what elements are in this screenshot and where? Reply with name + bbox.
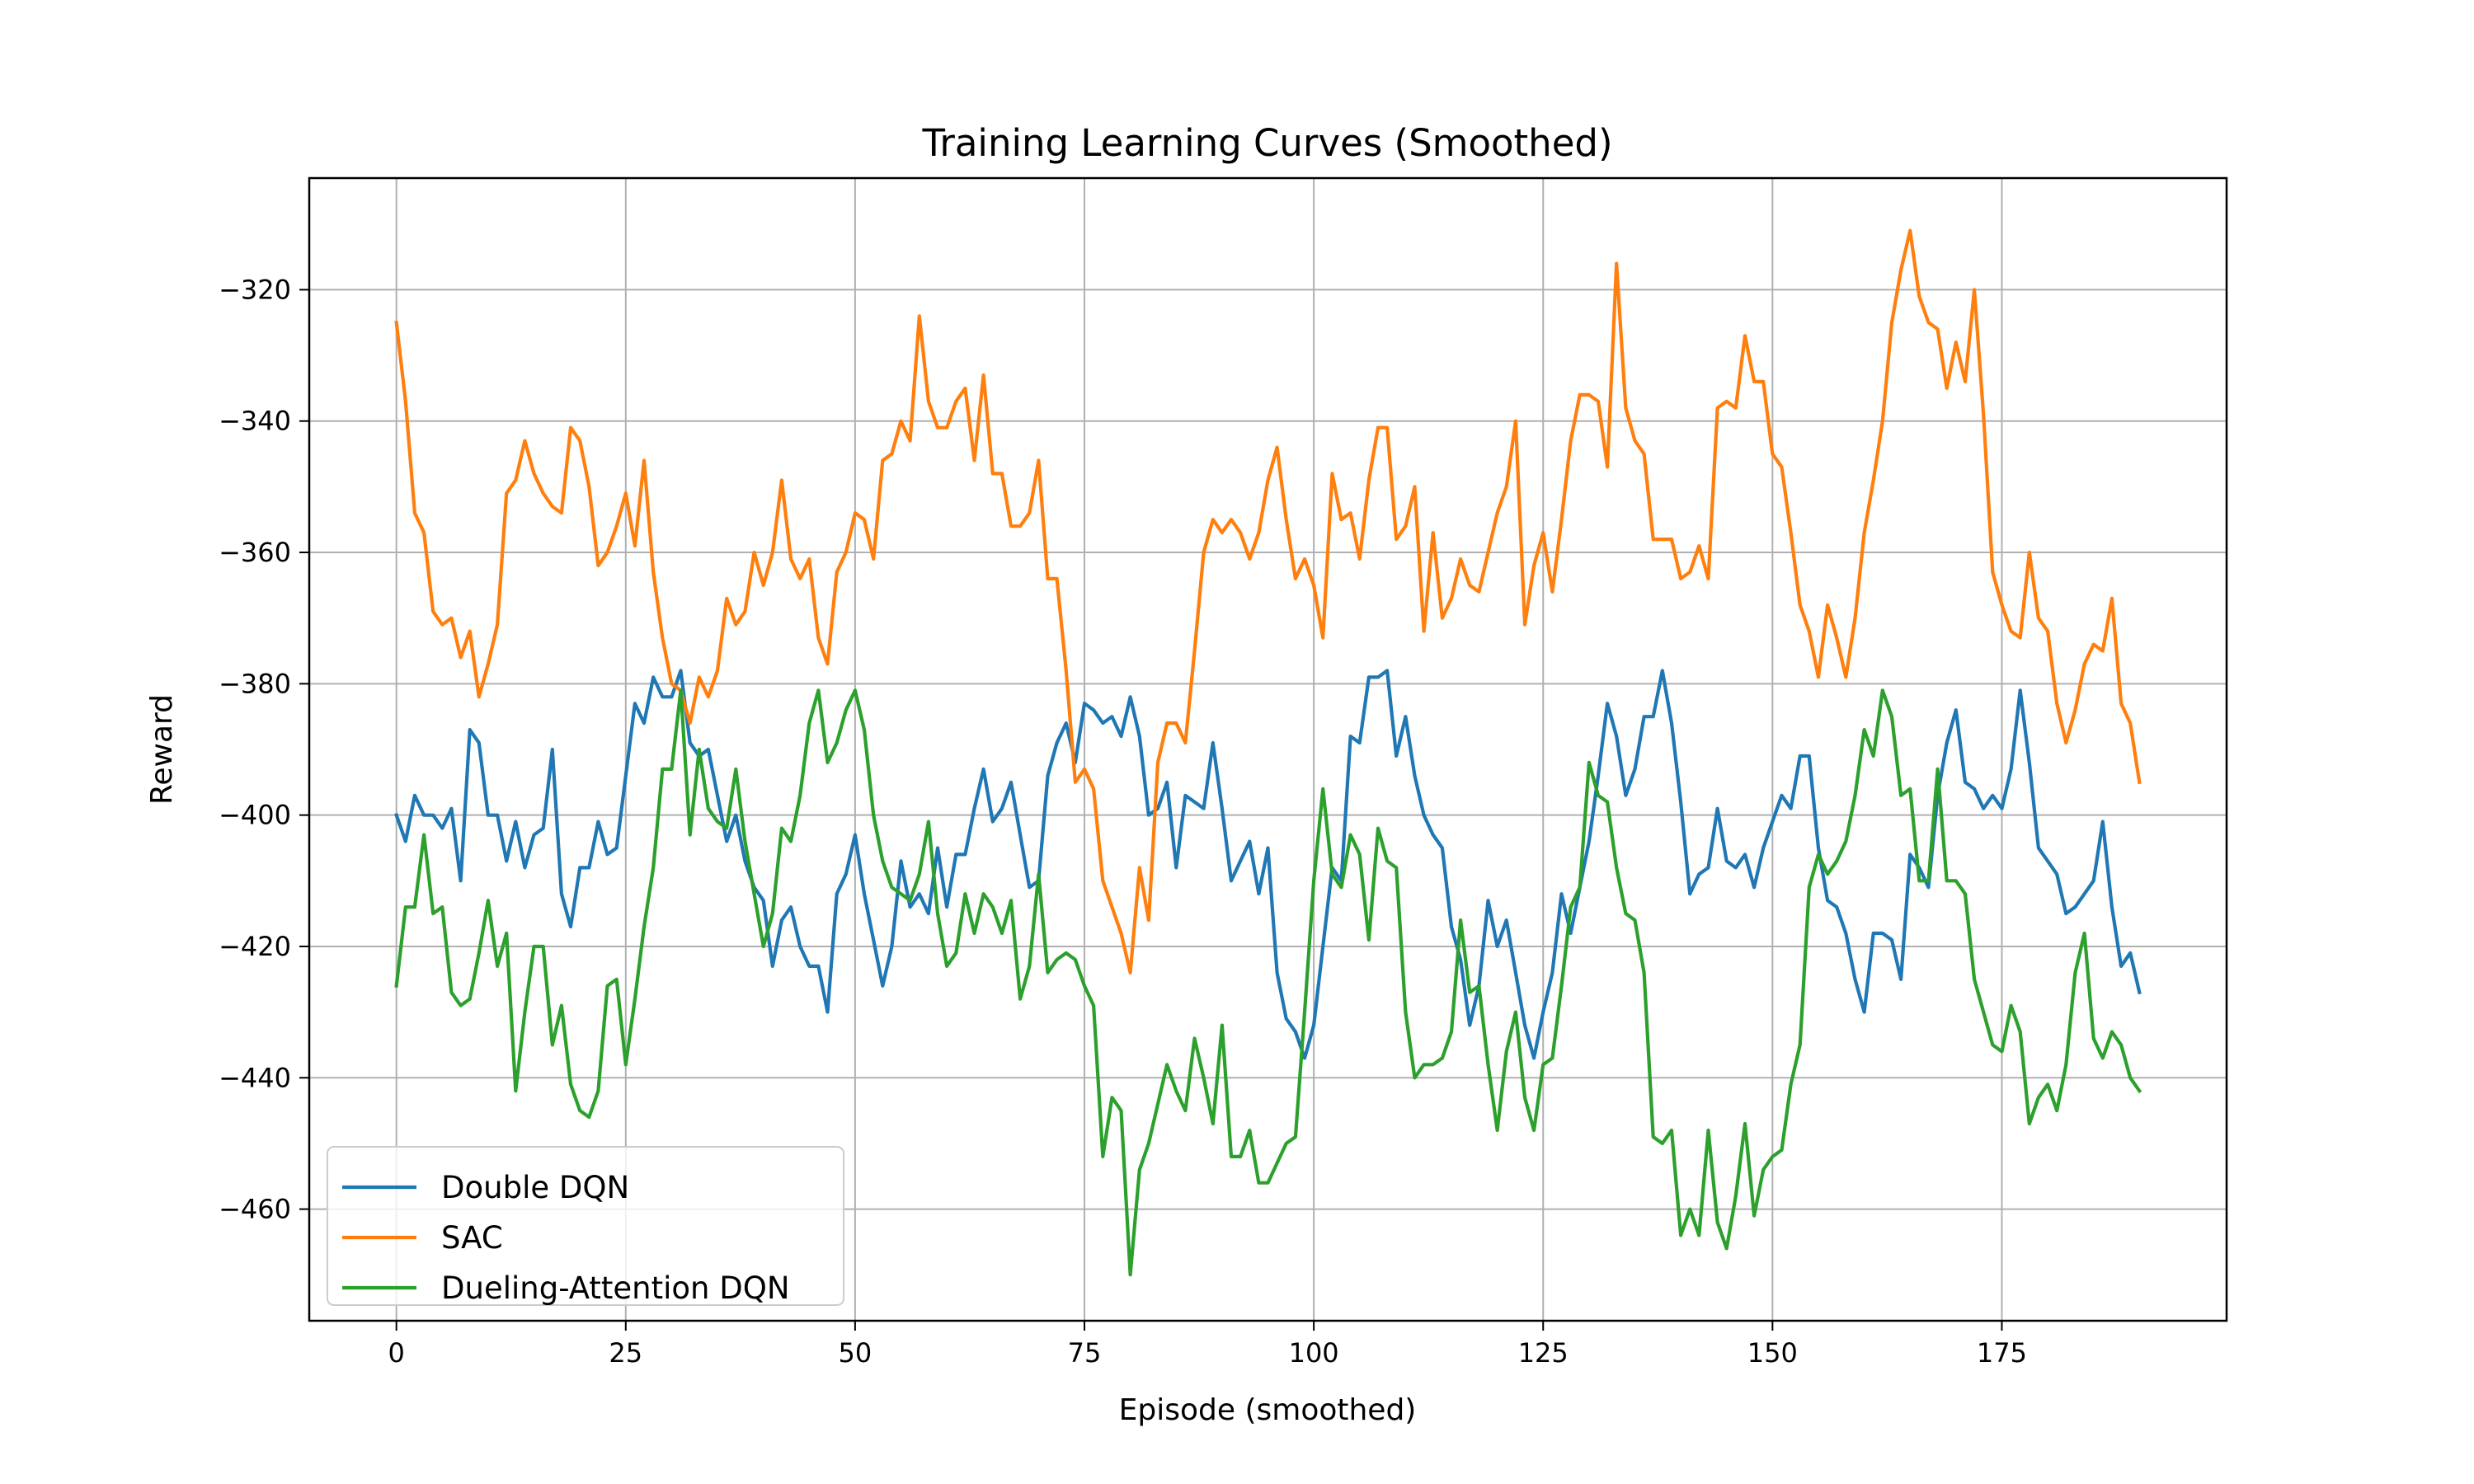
series-line-sac (394, 228, 2142, 974)
series-line-dueling-attention-dqn (394, 688, 2142, 1277)
legend-box (327, 1146, 844, 1306)
x-axis-label: Episode (smoothed) (1119, 1393, 1417, 1427)
series-line-double-dqn (394, 669, 2142, 1060)
x-tick-label: 100 (1289, 1337, 1339, 1369)
plot-frame (308, 176, 2228, 1322)
x-tick-label: 0 (388, 1337, 405, 1369)
legend: Double DQN SAC Dueling-Attention DQN (327, 1146, 844, 1306)
y-axis-label: Reward (145, 694, 179, 805)
x-tick-label: 150 (1747, 1337, 1798, 1369)
tick-layer: 0 25 50 75 100 125 150 175 −460 −440 −420 −400 −380 −… (219, 274, 2027, 1369)
y-tick-label: −400 (219, 800, 291, 831)
y-tick-label: −360 (219, 537, 291, 568)
y-tick-label: −380 (219, 668, 291, 699)
series-layer (394, 228, 2142, 1277)
x-tick-label: 50 (839, 1337, 872, 1369)
y-tick-label: −460 (219, 1194, 291, 1225)
x-tick-label: 175 (1977, 1337, 2027, 1369)
y-tick-label: −440 (219, 1062, 291, 1093)
x-tick-label: 125 (1518, 1337, 1569, 1369)
legend-label-sac: SAC (441, 1220, 503, 1256)
x-tick-label: 25 (609, 1337, 642, 1369)
x-tick-label: 75 (1068, 1337, 1102, 1369)
y-tick-label: −320 (219, 274, 291, 305)
legend-label-dueling-attention-dqn: Dueling-Attention DQN (441, 1270, 790, 1306)
chart-title: Training Learning Curves (Smoothed) (921, 121, 1612, 165)
legend-label-double-dqn: Double DQN (441, 1170, 629, 1205)
y-tick-label: −420 (219, 931, 291, 962)
y-tick-label: −340 (219, 406, 291, 437)
